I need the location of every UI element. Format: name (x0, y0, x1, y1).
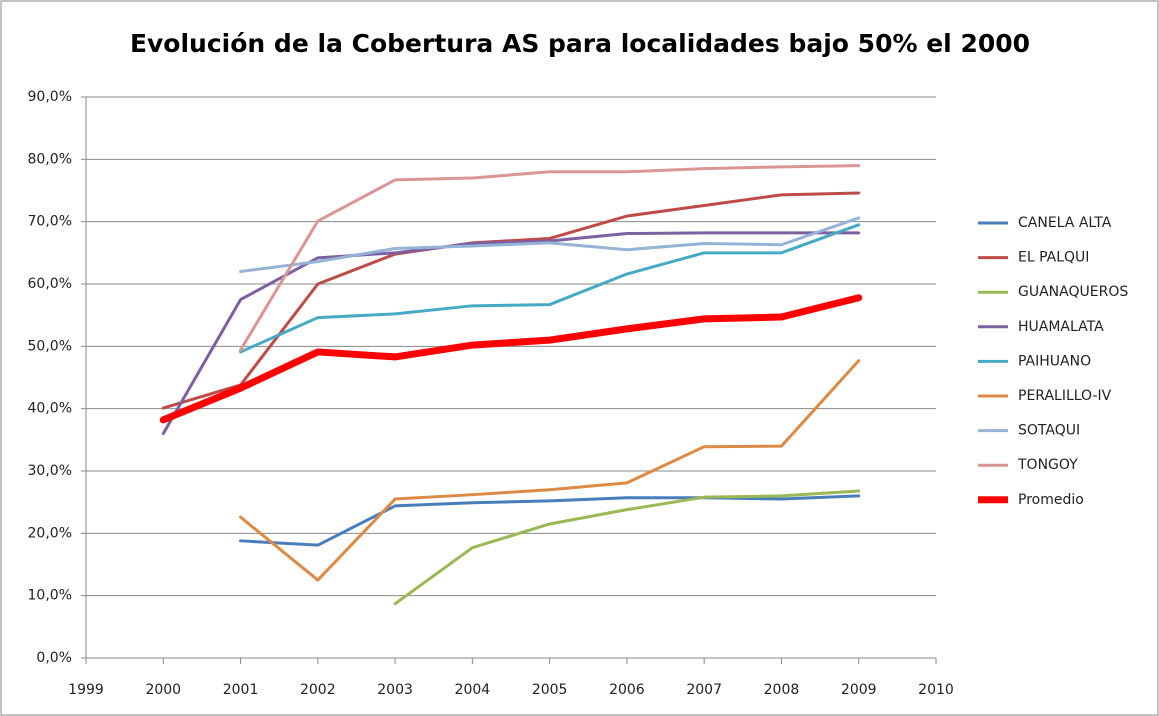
y-tick-label: 70,0% (28, 214, 72, 230)
y-tick-label: 80,0% (28, 151, 72, 167)
y-tick-label: 50,0% (28, 338, 72, 354)
series-line (393, 489, 861, 606)
x-tick-label: 2009 (841, 682, 877, 698)
y-tick-label: 90,0% (28, 89, 72, 105)
legend-label: PERALILLO-IV (1018, 388, 1112, 404)
y-tick-label: 10,0% (28, 588, 72, 604)
legend-label: CANELA ALTA (1018, 215, 1112, 231)
legend-label: PAIHUANO (1018, 353, 1091, 369)
x-tick-label: 2006 (609, 682, 645, 698)
x-tick-label: 2008 (764, 682, 800, 698)
series-line (239, 216, 861, 274)
x-tick-label: 2005 (532, 682, 568, 698)
y-tick-label: 0,0% (36, 650, 72, 666)
legend-label: EL PALQUI (1018, 250, 1089, 266)
series-line (159, 294, 863, 424)
y-tick-label: 30,0% (28, 463, 72, 479)
series-line (239, 223, 861, 354)
x-tick-label: 2007 (686, 682, 722, 698)
x-tick-label: 2001 (223, 682, 259, 698)
y-tick-label: 60,0% (28, 276, 72, 292)
legend-label: GUANAQUEROS (1018, 284, 1128, 300)
legend-label: TONGOY (1017, 457, 1078, 473)
legend-label: HUAMALATA (1018, 319, 1104, 335)
series-line (239, 164, 861, 352)
x-tick-label: 2010 (918, 682, 954, 698)
x-tick-label: 2000 (145, 682, 181, 698)
series-line (161, 231, 861, 436)
x-tick-label: 2002 (300, 682, 336, 698)
series-line (239, 359, 861, 582)
legend-label: SOTAQUI (1018, 423, 1080, 439)
legend-label: Promedio (1018, 492, 1084, 508)
y-tick-label: 20,0% (28, 525, 72, 541)
x-tick-label: 1999 (68, 682, 104, 698)
x-tick-label: 2004 (455, 682, 491, 698)
y-tick-label: 40,0% (28, 401, 72, 417)
series-line (239, 494, 861, 547)
chart-title: Evolución de la Cobertura AS para locali… (130, 29, 1030, 58)
x-tick-label: 2003 (377, 682, 413, 698)
